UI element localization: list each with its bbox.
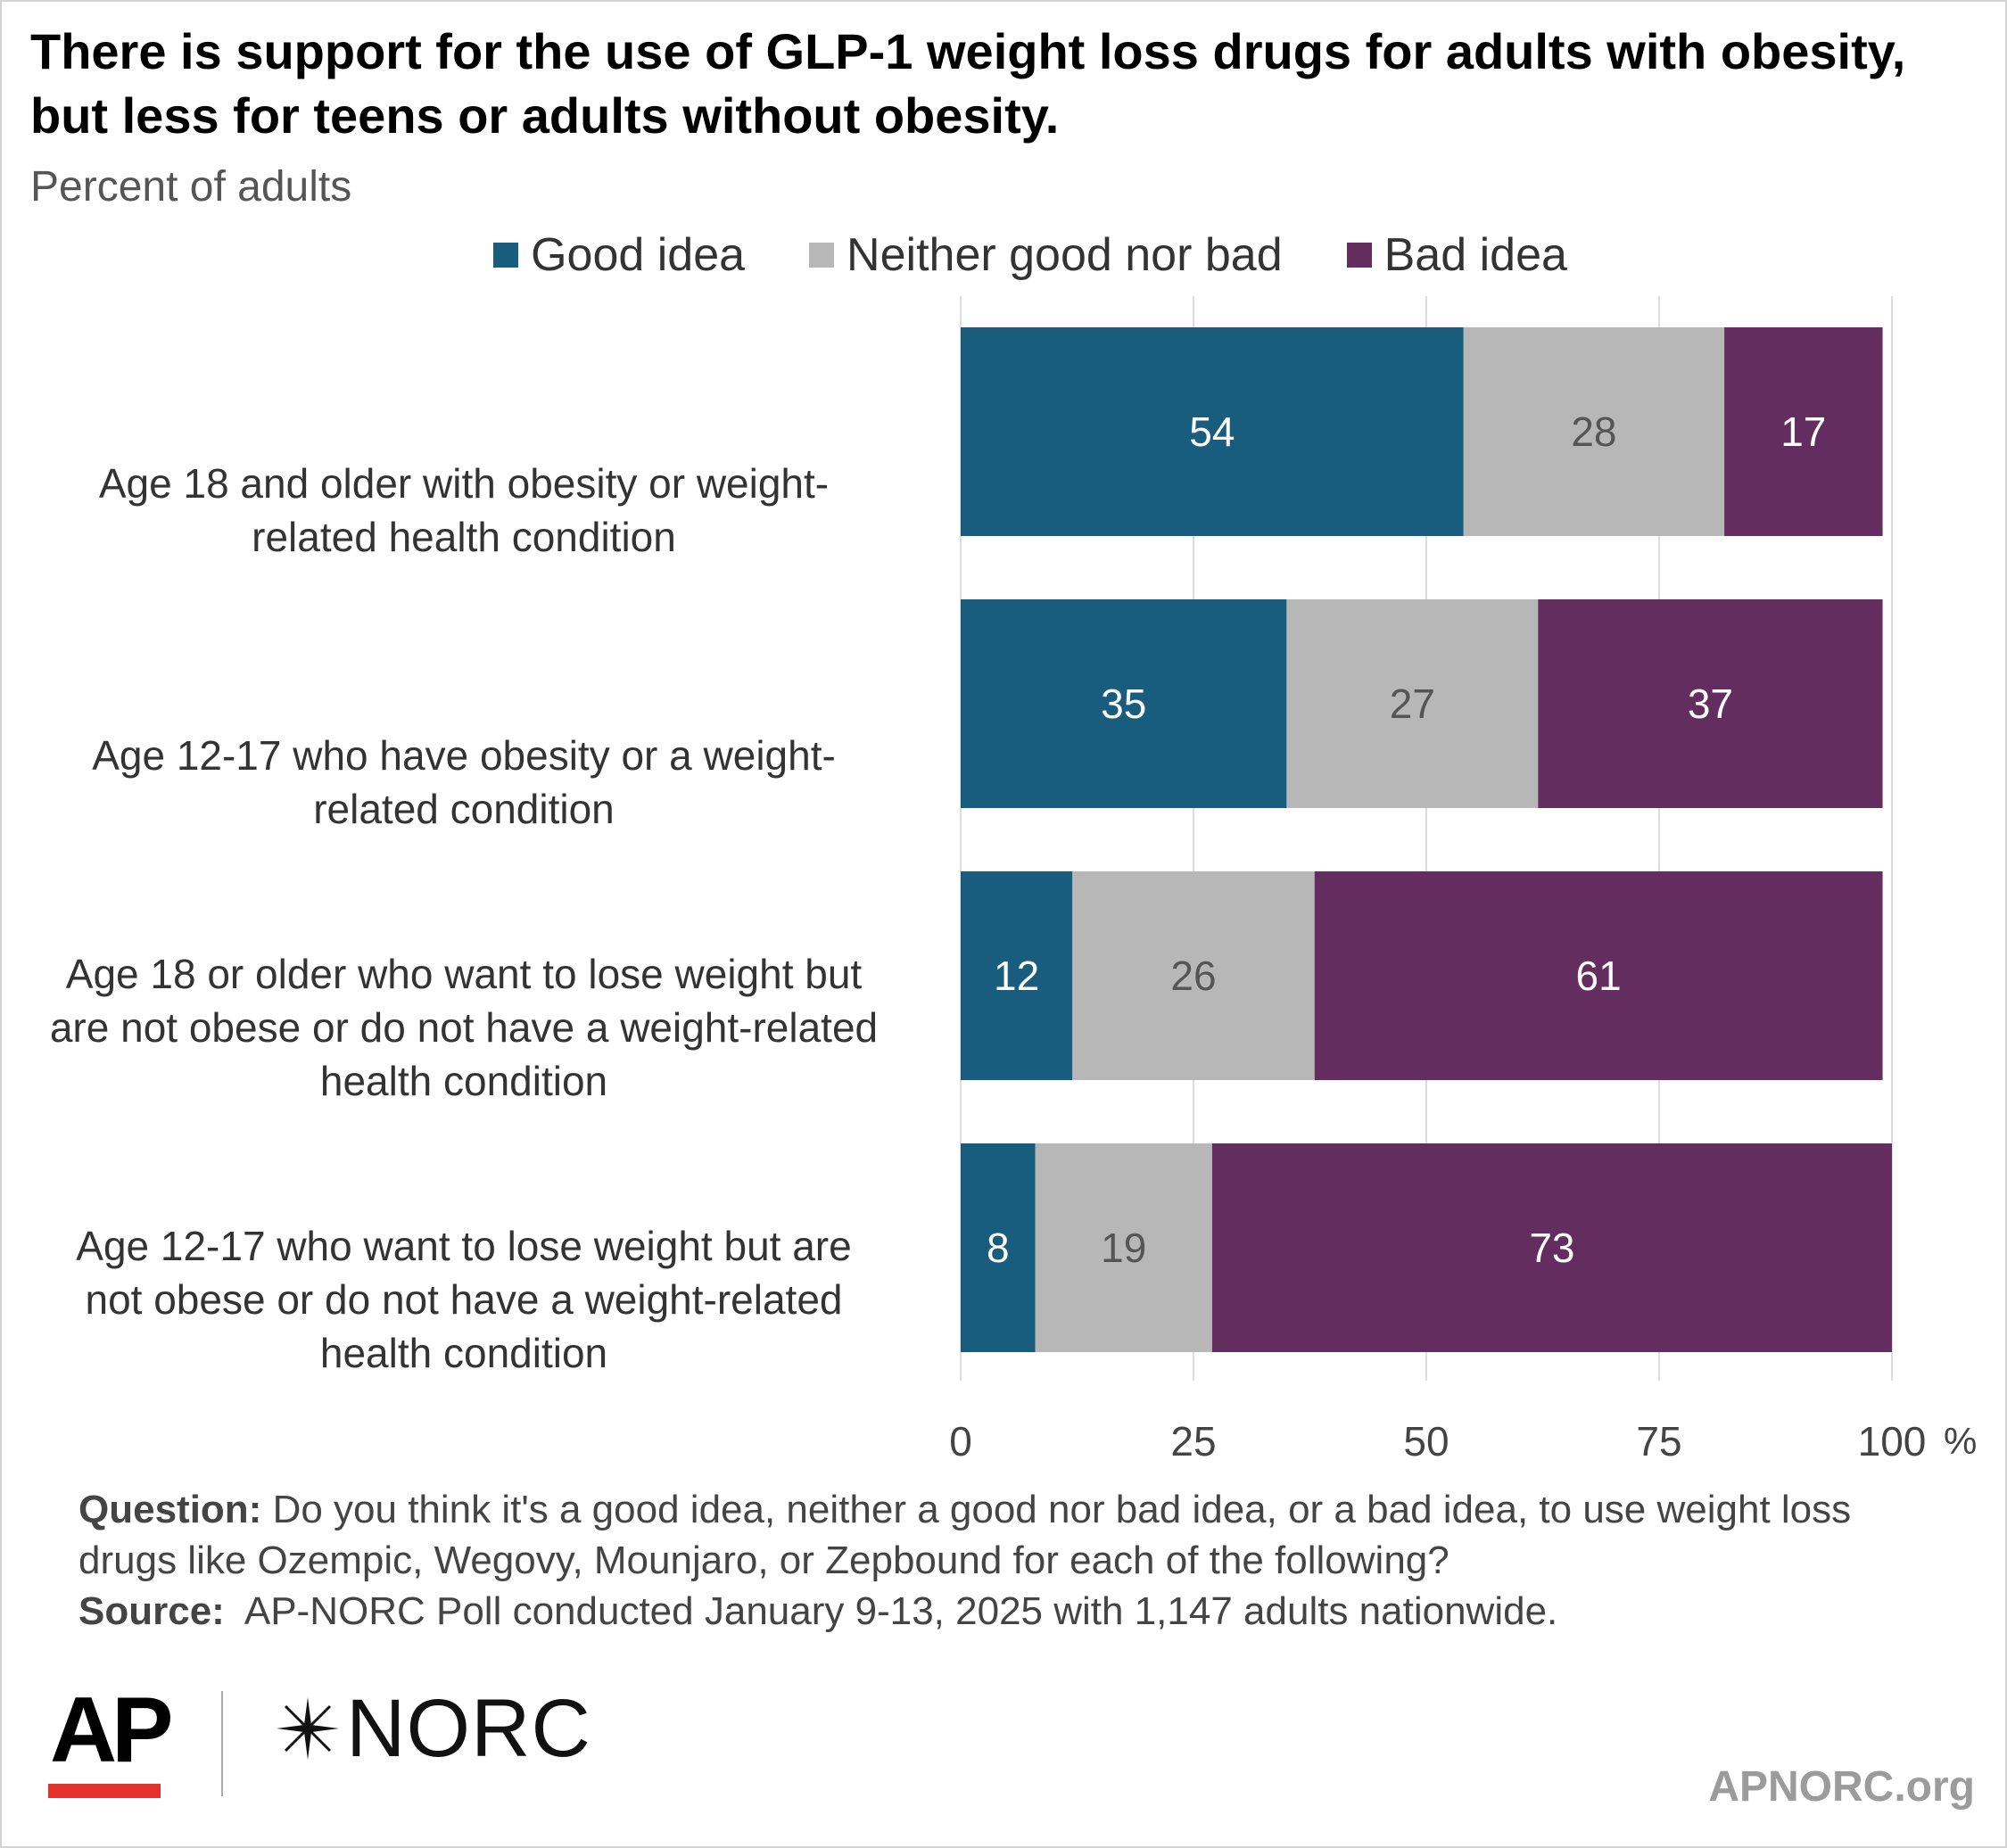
bar-value-label: 54 (1189, 408, 1235, 455)
category-label-line: not obese or do not have a weight-relate… (85, 1276, 843, 1323)
bar-value-label: 73 (1529, 1225, 1574, 1271)
chart-notes: Question: Do you think it's a good idea,… (78, 1484, 1952, 1637)
bar-value-label: 61 (1576, 953, 1622, 999)
source-note: Source: AP-NORC Poll conducted January 9… (78, 1586, 1952, 1637)
bar-segment (961, 327, 1464, 536)
legend-label-good: Good idea (531, 229, 746, 281)
x-axis-unit: % (1944, 1420, 1977, 1462)
question-text: Do you think it's a good idea, neither a… (78, 1488, 1852, 1582)
category-label-line: Age 18 and older with obesity or weight- (98, 460, 830, 507)
question-label: Question: (78, 1488, 262, 1531)
source-text: AP-NORC Poll conducted January 9-13, 202… (244, 1589, 1558, 1633)
category-label: Age 12-17 who have obesity or a weight- … (9, 729, 919, 836)
legend-swatch-neither (809, 243, 835, 268)
legend-swatch-good (493, 243, 519, 268)
x-tick-label: 50 (1403, 1418, 1449, 1464)
bar-value-label: 12 (994, 953, 1039, 999)
category-label-line: Age 12-17 who want to lose weight but ar… (76, 1223, 852, 1269)
legend-swatch-bad (1346, 243, 1372, 268)
norc-logo: NORC (273, 1687, 591, 1770)
bar-segment (1072, 871, 1315, 1080)
bar-value-label: 27 (1390, 681, 1435, 727)
chart-title: There is support for the use of GLP-1 we… (30, 23, 1906, 144)
category-label-line: related health condition (252, 514, 676, 560)
legend-item-neither: Neither good nor bad (809, 228, 1283, 282)
legend-item-good: Good idea (493, 228, 745, 282)
bar-value-label: 8 (987, 1225, 1010, 1271)
category-label-line: are not obese or do not have a weight-re… (49, 1004, 879, 1051)
bar-segment (961, 599, 1287, 808)
bar-segment (1286, 599, 1539, 808)
bar-value-label: 26 (1170, 953, 1216, 999)
bar-value-label: 35 (1101, 681, 1146, 727)
category-label: Age 18 and older with obesity or weight-… (9, 457, 919, 564)
bar-value-label: 19 (1101, 1225, 1146, 1271)
legend-label-neither: Neither good nor bad (847, 229, 1283, 281)
category-label: Age 12-17 who want to lose weight but ar… (9, 1219, 919, 1380)
bar-segment (961, 871, 1073, 1080)
norc-logo-text: NORC (346, 1683, 591, 1774)
bar-segment (1314, 871, 1883, 1080)
x-axis: 0 25 50 75 100% (949, 1418, 1977, 1464)
category-label-line: health condition (319, 1330, 608, 1376)
site-url: APNORC.org (1708, 1763, 1975, 1811)
bar-value-label: 28 (1571, 408, 1616, 455)
logo-divider (221, 1691, 223, 1796)
x-tick-label: 0 (949, 1418, 972, 1464)
bar-segment (1538, 599, 1883, 808)
category-label-line: related condition (313, 786, 615, 832)
category-label: Age 18 or older who want to lose weight … (9, 947, 919, 1108)
bar-segment (961, 1143, 1036, 1352)
bar-segment (1035, 1143, 1212, 1352)
bar-value-label: 37 (1688, 681, 1733, 727)
bar-segment (1211, 1143, 1892, 1352)
legend-item-bad: Bad idea (1346, 228, 1567, 282)
stacked-bar-chart: 54 28 17 35 27 37 12 26 61 8 19 73 0 25 50 75 100% (949, 296, 1977, 1464)
bar-segment (1463, 327, 1725, 536)
category-label-line: Age 12-17 who have obesity or a weight- (92, 732, 836, 779)
question-note: Question: Do you think it's a good idea,… (78, 1484, 1952, 1586)
x-tick-label: 100 (1858, 1418, 1927, 1464)
x-tick-label: 75 (1636, 1418, 1681, 1464)
bar-value-label: 17 (1780, 408, 1826, 455)
source-label: Source: (78, 1589, 225, 1633)
bar-value-labels: 54 28 17 35 27 37 12 26 61 8 19 73 (987, 408, 1826, 1271)
bars (961, 327, 1892, 1352)
bar-segment (1724, 327, 1883, 536)
chart-subtitle: Percent of adults (30, 163, 352, 210)
ap-logo: AP (50, 1679, 174, 1782)
legend: Good idea Neither good nor bad Bad idea (0, 227, 2007, 284)
category-label-line: health condition (319, 1058, 608, 1104)
legend-label-bad: Bad idea (1383, 229, 1567, 281)
x-tick-label: 25 (1170, 1418, 1216, 1464)
norc-star-icon (277, 1697, 339, 1760)
category-label-line: Age 18 or older who want to lose weight … (65, 951, 863, 997)
ap-logo-bar (48, 1784, 161, 1798)
